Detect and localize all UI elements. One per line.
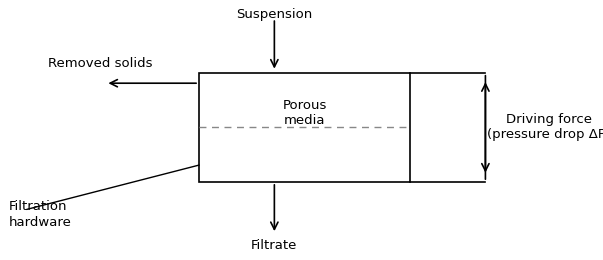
Text: Filtrate: Filtrate [251, 239, 297, 252]
Text: Porous
media: Porous media [282, 99, 327, 127]
Bar [199, 73, 410, 182]
Text: Driving force
(pressure drop ΔP): Driving force (pressure drop ΔP) [487, 113, 603, 141]
Text: Suspension: Suspension [236, 8, 312, 21]
Text: Filtration
hardware: Filtration hardware [9, 200, 72, 229]
Text: Removed solids: Removed solids [48, 57, 153, 70]
